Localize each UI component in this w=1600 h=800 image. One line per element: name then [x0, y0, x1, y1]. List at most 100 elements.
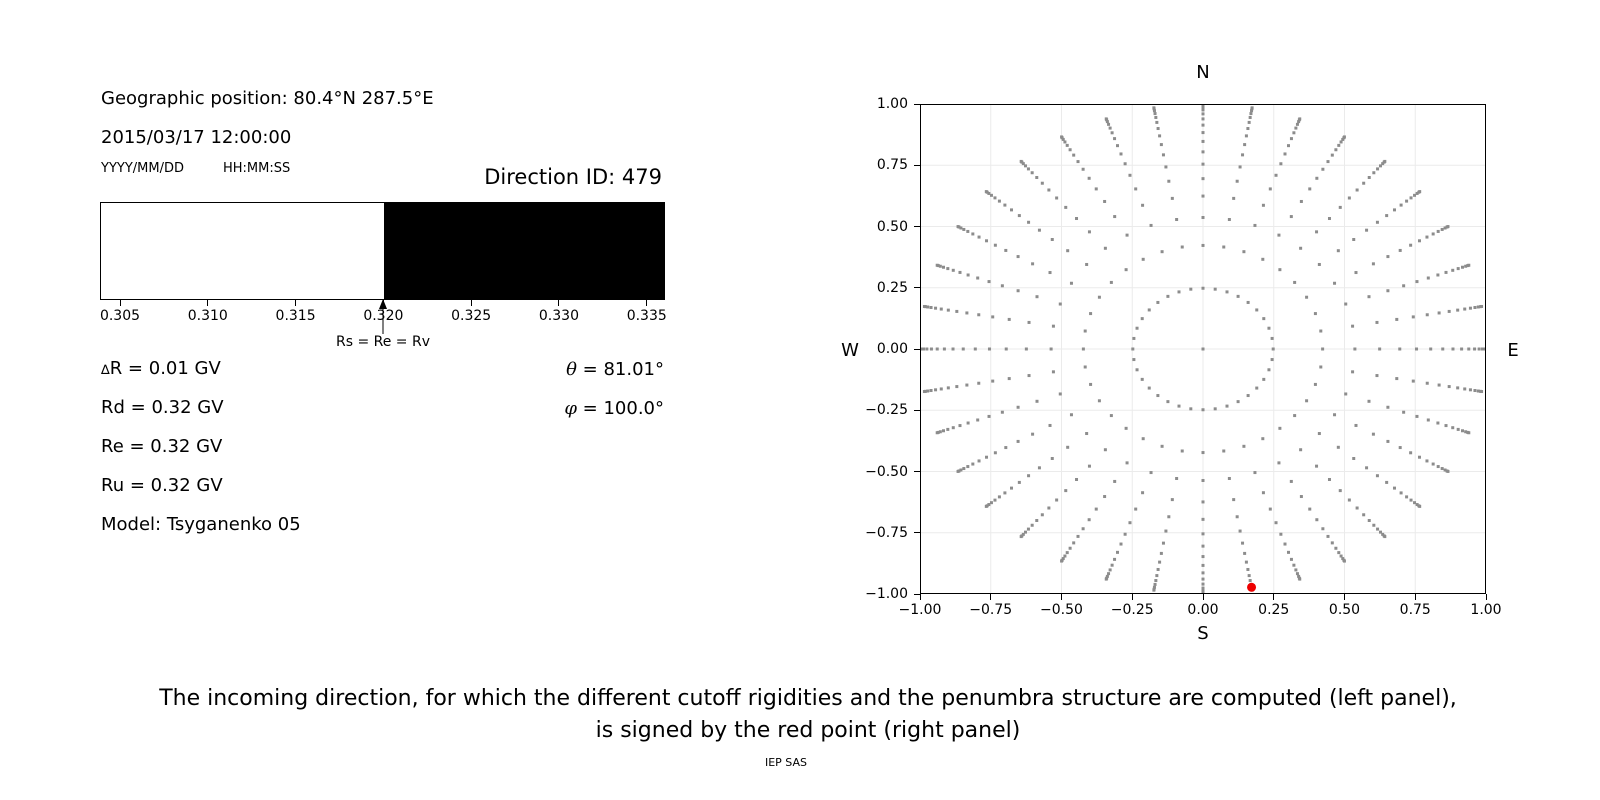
direction-dot	[1262, 377, 1266, 381]
direction-dot	[962, 227, 966, 231]
direction-dot	[1437, 311, 1441, 315]
direction-dot	[965, 311, 969, 315]
direction-dot	[1083, 365, 1087, 369]
model-label: Model: Tsyganenko 05	[101, 514, 301, 535]
direction-dot	[1141, 203, 1145, 207]
direction-dot	[1016, 439, 1020, 443]
direction-dot	[1409, 196, 1413, 200]
direction-dot	[1201, 243, 1205, 247]
direction-dot	[1113, 557, 1117, 561]
direction-dot	[1440, 467, 1444, 471]
direction-dot	[1125, 461, 1129, 465]
direction-dot	[1426, 276, 1430, 280]
direction-dot	[1344, 392, 1348, 396]
direction-dot	[929, 347, 933, 351]
direction-dot	[1132, 336, 1136, 340]
direction-dot	[1123, 162, 1127, 166]
scatter-y-tick-mark	[914, 287, 920, 289]
direction-dot	[1292, 131, 1296, 135]
direction-dot	[1083, 329, 1087, 333]
direction-dot	[1337, 143, 1341, 147]
direction-dot	[1293, 280, 1297, 284]
direction-dot	[955, 385, 959, 389]
direction-dot	[1402, 284, 1406, 288]
scatter-y-tick-mark	[914, 103, 920, 105]
direction-dot	[1140, 317, 1144, 321]
direction-dot	[1468, 388, 1472, 392]
direction-dot	[1383, 535, 1387, 539]
direction-dot	[1279, 532, 1283, 536]
direction-dot	[989, 193, 993, 197]
direction-dot	[1249, 112, 1253, 116]
direction-dot	[1395, 317, 1399, 321]
direction-dot	[1063, 140, 1067, 144]
direction-dot	[1468, 306, 1472, 310]
direction-dot	[997, 199, 1001, 203]
direction-dot	[1347, 196, 1351, 200]
direction-dot	[1104, 577, 1108, 581]
direction-dot	[1017, 214, 1021, 218]
direction-dot	[1409, 498, 1413, 502]
geographic-position-text: Geographic position: 80.4°N 287.5°E	[101, 88, 434, 109]
annotation-label: Rs = Re = Rv	[335, 334, 430, 350]
direction-dot	[1017, 480, 1021, 484]
direction-dot	[976, 276, 980, 280]
direction-dot	[1274, 521, 1278, 525]
direction-dot	[1153, 112, 1157, 116]
direction-dot	[1166, 294, 1170, 298]
direction-dot	[1261, 257, 1265, 261]
direction-dot	[991, 315, 995, 319]
direction-dot	[1201, 162, 1205, 166]
scatter-y-tick-label: 1.00	[876, 96, 908, 112]
direction-dot	[965, 383, 969, 387]
direction-dot	[1213, 287, 1217, 291]
direction-dot	[1201, 123, 1205, 127]
direction-dot	[987, 347, 991, 351]
direction-dot	[1339, 554, 1343, 558]
direction-dot	[1352, 238, 1356, 242]
direction-dot	[1336, 249, 1340, 253]
compass-west-label: W	[841, 340, 859, 361]
direction-dot	[1333, 413, 1337, 417]
direction-dot	[1261, 437, 1265, 441]
direction-dot	[1460, 429, 1464, 433]
direction-dot	[1476, 305, 1480, 309]
direction-dot	[1222, 449, 1226, 453]
direction-dot	[1289, 215, 1293, 219]
direction-dot	[1305, 399, 1309, 403]
direction-dot	[977, 235, 981, 239]
direction-dot	[926, 305, 930, 309]
direction-dot	[1107, 572, 1111, 576]
direction-dot	[1128, 173, 1132, 177]
direction-dot	[1295, 572, 1299, 576]
scatter-x-tick-label: −0.50	[1040, 602, 1083, 618]
direction-dot	[1429, 347, 1433, 351]
direction-dot	[1124, 268, 1128, 272]
direction-dot	[1201, 105, 1205, 107]
direction-dot	[1305, 295, 1309, 299]
direction-dot	[1154, 579, 1158, 583]
direction-dot	[1016, 289, 1020, 293]
direction-dot	[1297, 120, 1301, 124]
caption-line1: The incoming direction, for which the di…	[159, 686, 1457, 711]
direction-dot	[1201, 139, 1205, 143]
direction-dot	[1031, 432, 1035, 436]
direction-dot	[1317, 262, 1321, 266]
direction-dot	[1248, 115, 1252, 119]
direction-dot	[1460, 347, 1464, 351]
direction-dot	[1298, 577, 1302, 581]
direction-dot	[1147, 386, 1151, 390]
direction-dot	[1037, 228, 1041, 232]
direction-dot	[971, 232, 975, 236]
direction-dot	[929, 305, 933, 309]
direction-dot	[1444, 270, 1448, 274]
direction-dot	[1128, 521, 1132, 525]
direction-dot	[1405, 495, 1409, 499]
direction-dot	[1411, 379, 1415, 383]
penumbra-tick-label: 0.330	[538, 308, 579, 324]
penumbra-tick-label: 0.305	[99, 308, 141, 324]
direction-dot	[1152, 585, 1156, 589]
direction-dot	[1443, 226, 1447, 230]
direction-dot	[1375, 374, 1379, 378]
direction-dot	[1048, 423, 1052, 427]
